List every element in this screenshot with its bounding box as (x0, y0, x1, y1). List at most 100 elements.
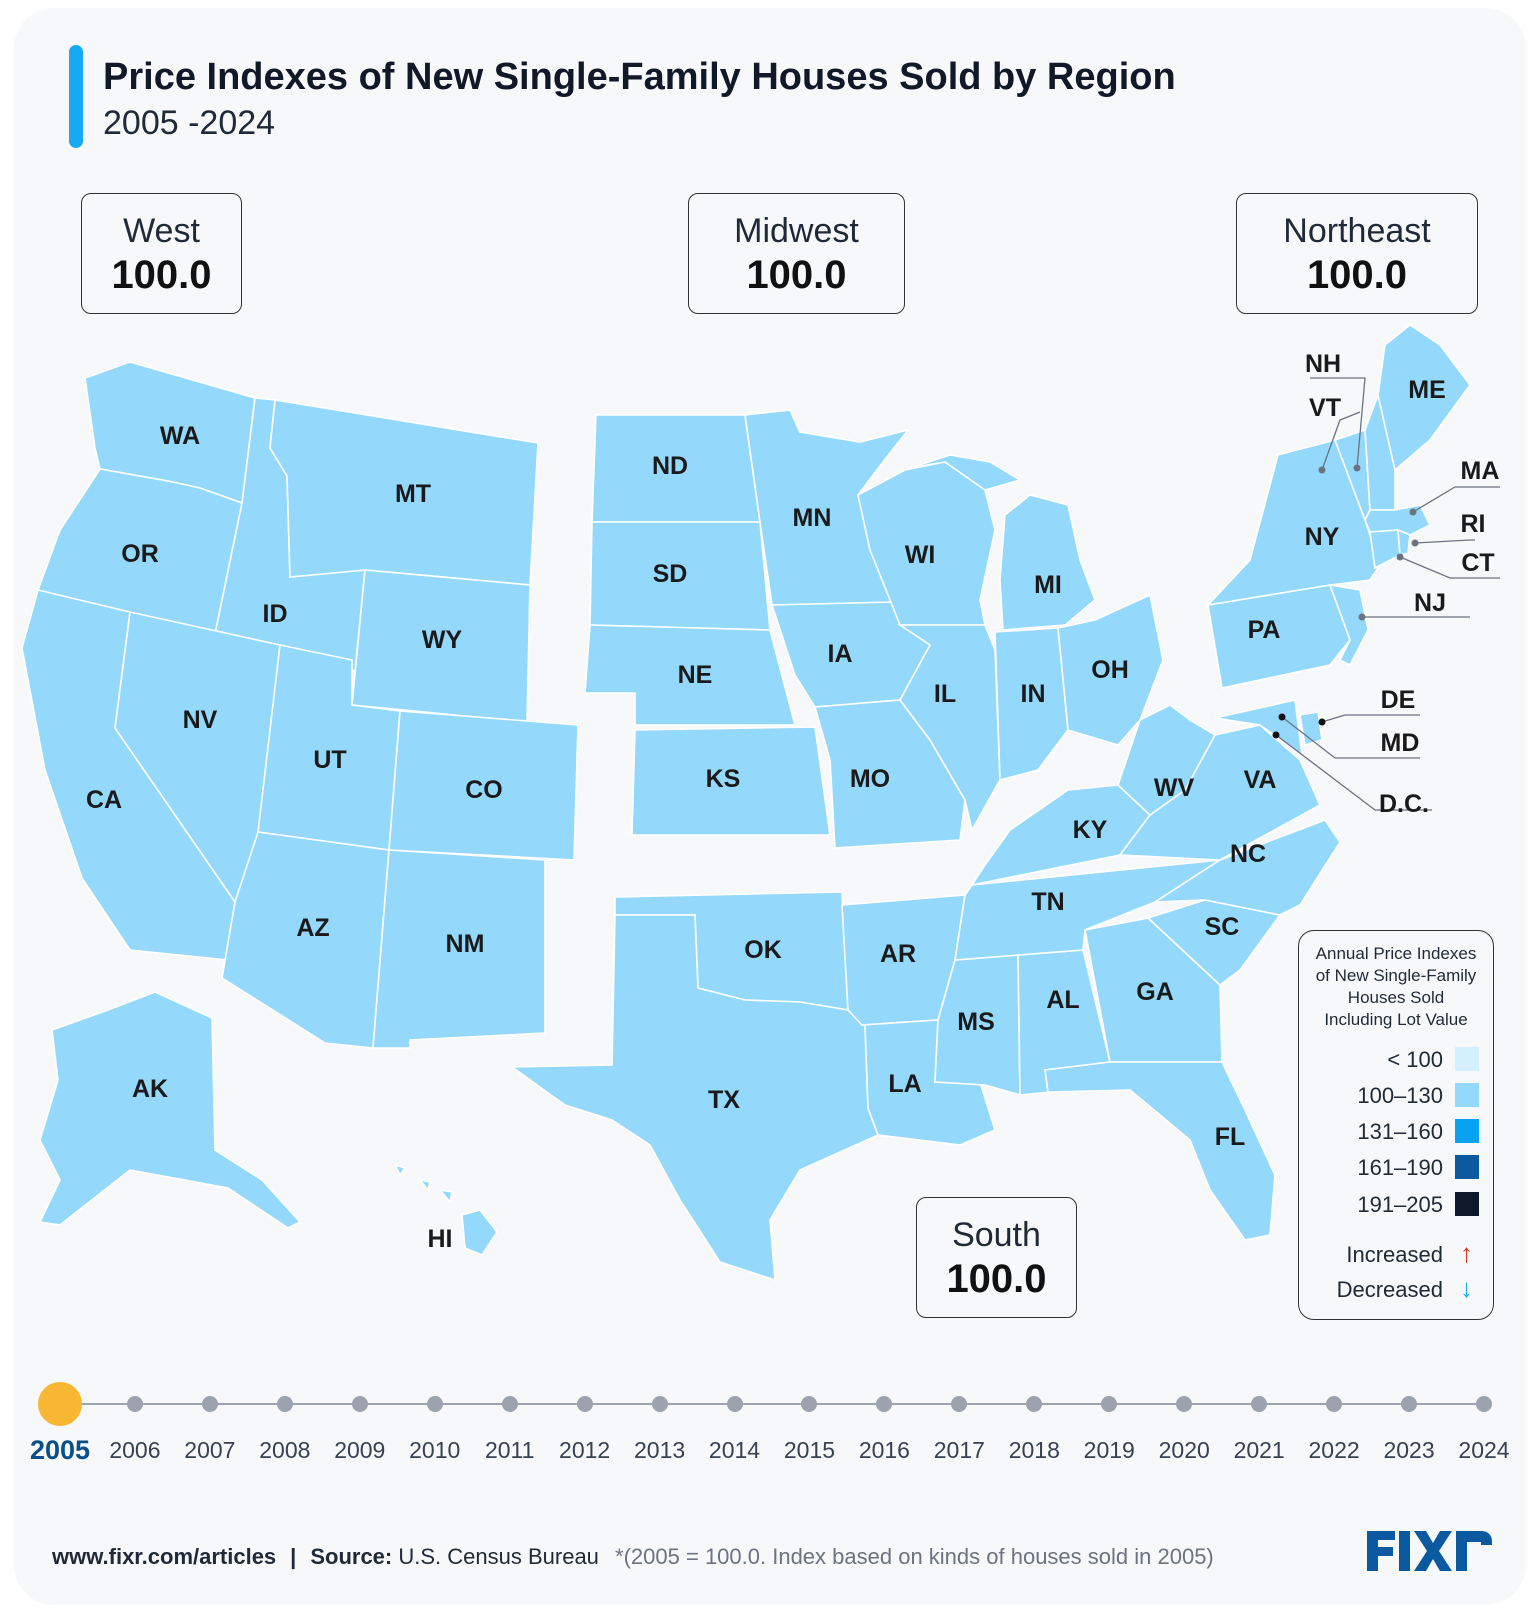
state-ME[interactable] (1377, 324, 1471, 472)
label-OK: OK (744, 936, 782, 964)
state-KS[interactable] (631, 726, 831, 836)
timeline-year-label[interactable]: 2012 (559, 1437, 611, 1463)
region-midwest-value: 100.0 (746, 253, 847, 297)
timeline-year-label[interactable]: 2008 (259, 1437, 311, 1463)
timeline-marker[interactable] (201, 1396, 218, 1412)
timeline-marker[interactable] (1251, 1396, 1268, 1412)
timeline-year-label[interactable]: 2009 (334, 1437, 386, 1463)
timeline-marker[interactable] (1326, 1396, 1343, 1412)
state-TX[interactable] (509, 914, 880, 1282)
label-CA: CA (86, 786, 122, 814)
state-WV[interactable] (1117, 704, 1217, 817)
legend-item-label: 100–130 (1357, 1083, 1443, 1108)
timeline-year-label[interactable]: 2011 (484, 1437, 535, 1463)
label-KY: KY (1073, 816, 1108, 844)
label-SD: SD (653, 560, 688, 588)
timeline-year-label[interactable]: 2005 (29, 1435, 91, 1465)
region-midwest-name: Midwest (734, 212, 859, 250)
state-NE[interactable] (584, 624, 797, 726)
state-HI[interactable] (393, 1163, 498, 1256)
timeline-year-label[interactable]: 2010 (409, 1437, 461, 1463)
label-TX: TX (708, 1086, 740, 1114)
timeline-year-label[interactable]: 2021 (1233, 1437, 1285, 1463)
timeline-year-label[interactable]: 2013 (633, 1437, 686, 1463)
timeline-year-label[interactable]: 2024 (1458, 1437, 1510, 1463)
label-LA: LA (888, 1070, 921, 1098)
region-midwest-box: Midwest 100.0 (688, 193, 905, 314)
legend-swatch (1455, 1119, 1479, 1143)
legend-swatch (1455, 1083, 1479, 1107)
timeline-year-label[interactable]: 2006 (109, 1437, 161, 1463)
label-CT: CT (1461, 549, 1494, 577)
label-SC: SC (1205, 913, 1240, 941)
state-RI[interactable] (1397, 528, 1411, 557)
timeline-marker[interactable] (126, 1396, 143, 1412)
timeline-marker[interactable] (426, 1396, 443, 1412)
legend-item: 131–160 (1299, 1117, 1479, 1145)
timeline-marker[interactable] (1026, 1396, 1043, 1412)
label-WA: WA (160, 422, 200, 450)
timeline-marker[interactable] (1476, 1396, 1492, 1412)
label-DE: DE (1381, 686, 1416, 714)
legend-increased-label: Increased (1346, 1242, 1443, 1267)
footer: www.fixr.com/articles | Source: U.S. Censu… (52, 1544, 1214, 1570)
timeline-marker[interactable] (276, 1396, 293, 1412)
timeline-marker[interactable] (351, 1396, 368, 1412)
timeline-marker[interactable] (951, 1396, 968, 1412)
state-NJ[interactable] (1328, 583, 1369, 667)
timeline-marker[interactable] (651, 1396, 668, 1412)
timeline-year-label[interactable]: 2016 (858, 1437, 910, 1463)
legend-decreased-label: Decreased (1336, 1277, 1443, 1302)
timeline-year-label[interactable]: 2023 (1383, 1437, 1435, 1463)
fixr-logo (1367, 1531, 1492, 1571)
timeline-year-label[interactable]: 2020 (1158, 1437, 1210, 1463)
timeline-marker[interactable] (726, 1396, 743, 1412)
state-CO[interactable] (388, 710, 579, 861)
region-northeast-value: 100.0 (1306, 253, 1408, 297)
timeline-year-label[interactable]: 2015 (783, 1437, 836, 1463)
state-NM[interactable] (372, 849, 546, 1049)
state-SC[interactable] (1146, 899, 1282, 987)
state-MT[interactable] (269, 399, 539, 586)
region-south-box: South 100.0 (916, 1197, 1077, 1318)
state-NC[interactable] (1152, 819, 1341, 916)
timeline-marker[interactable] (876, 1396, 893, 1412)
timeline-year-label[interactable]: 2019 (1083, 1437, 1135, 1463)
timeline-marker[interactable] (1176, 1396, 1193, 1412)
label-VT: VT (1309, 394, 1341, 422)
state-MI[interactable] (909, 454, 1096, 631)
state-OH[interactable] (1057, 593, 1164, 746)
footer-url[interactable]: www.fixr.com/articles (52, 1544, 277, 1569)
timeline-marker-active[interactable] (38, 1382, 82, 1426)
timeline-marker[interactable] (576, 1396, 593, 1412)
label-NE: NE (678, 661, 713, 689)
legend-item-label: 161–190 (1357, 1155, 1443, 1180)
timeline-marker[interactable] (1101, 1396, 1118, 1412)
label-IA: IA (828, 640, 853, 668)
region-west-box: West 100.0 (81, 193, 242, 314)
state-AK[interactable] (38, 991, 302, 1229)
state-MN[interactable] (744, 409, 911, 606)
state-IL[interactable] (897, 624, 1001, 833)
label-ND: ND (652, 452, 688, 480)
timeline-year-label[interactable]: 2018 (1008, 1437, 1060, 1463)
timeline-year-label[interactable]: 2007 (184, 1437, 236, 1463)
timeline-marker[interactable] (801, 1396, 818, 1412)
state-GA[interactable] (1084, 917, 1223, 1063)
state-DE[interactable] (1299, 711, 1323, 747)
state-NH[interactable] (1364, 392, 1396, 511)
label-VA: VA (1244, 766, 1277, 794)
state-IN[interactable] (994, 627, 1069, 782)
legend-item: 191–205 (1299, 1190, 1479, 1218)
timeline-year-label[interactable]: 2022 (1308, 1437, 1360, 1463)
page-title: Price Indexes of New Single-Family House… (103, 56, 1176, 98)
timeline-year-label[interactable]: 2017 (933, 1437, 985, 1463)
timeline-marker[interactable] (1401, 1396, 1418, 1412)
state-FL[interactable] (1044, 1061, 1276, 1241)
timeline-marker[interactable] (501, 1396, 518, 1412)
label-IL: IL (934, 680, 956, 708)
timeline-year-label[interactable]: 2014 (708, 1437, 761, 1463)
label-DC: D.C. (1379, 790, 1429, 818)
